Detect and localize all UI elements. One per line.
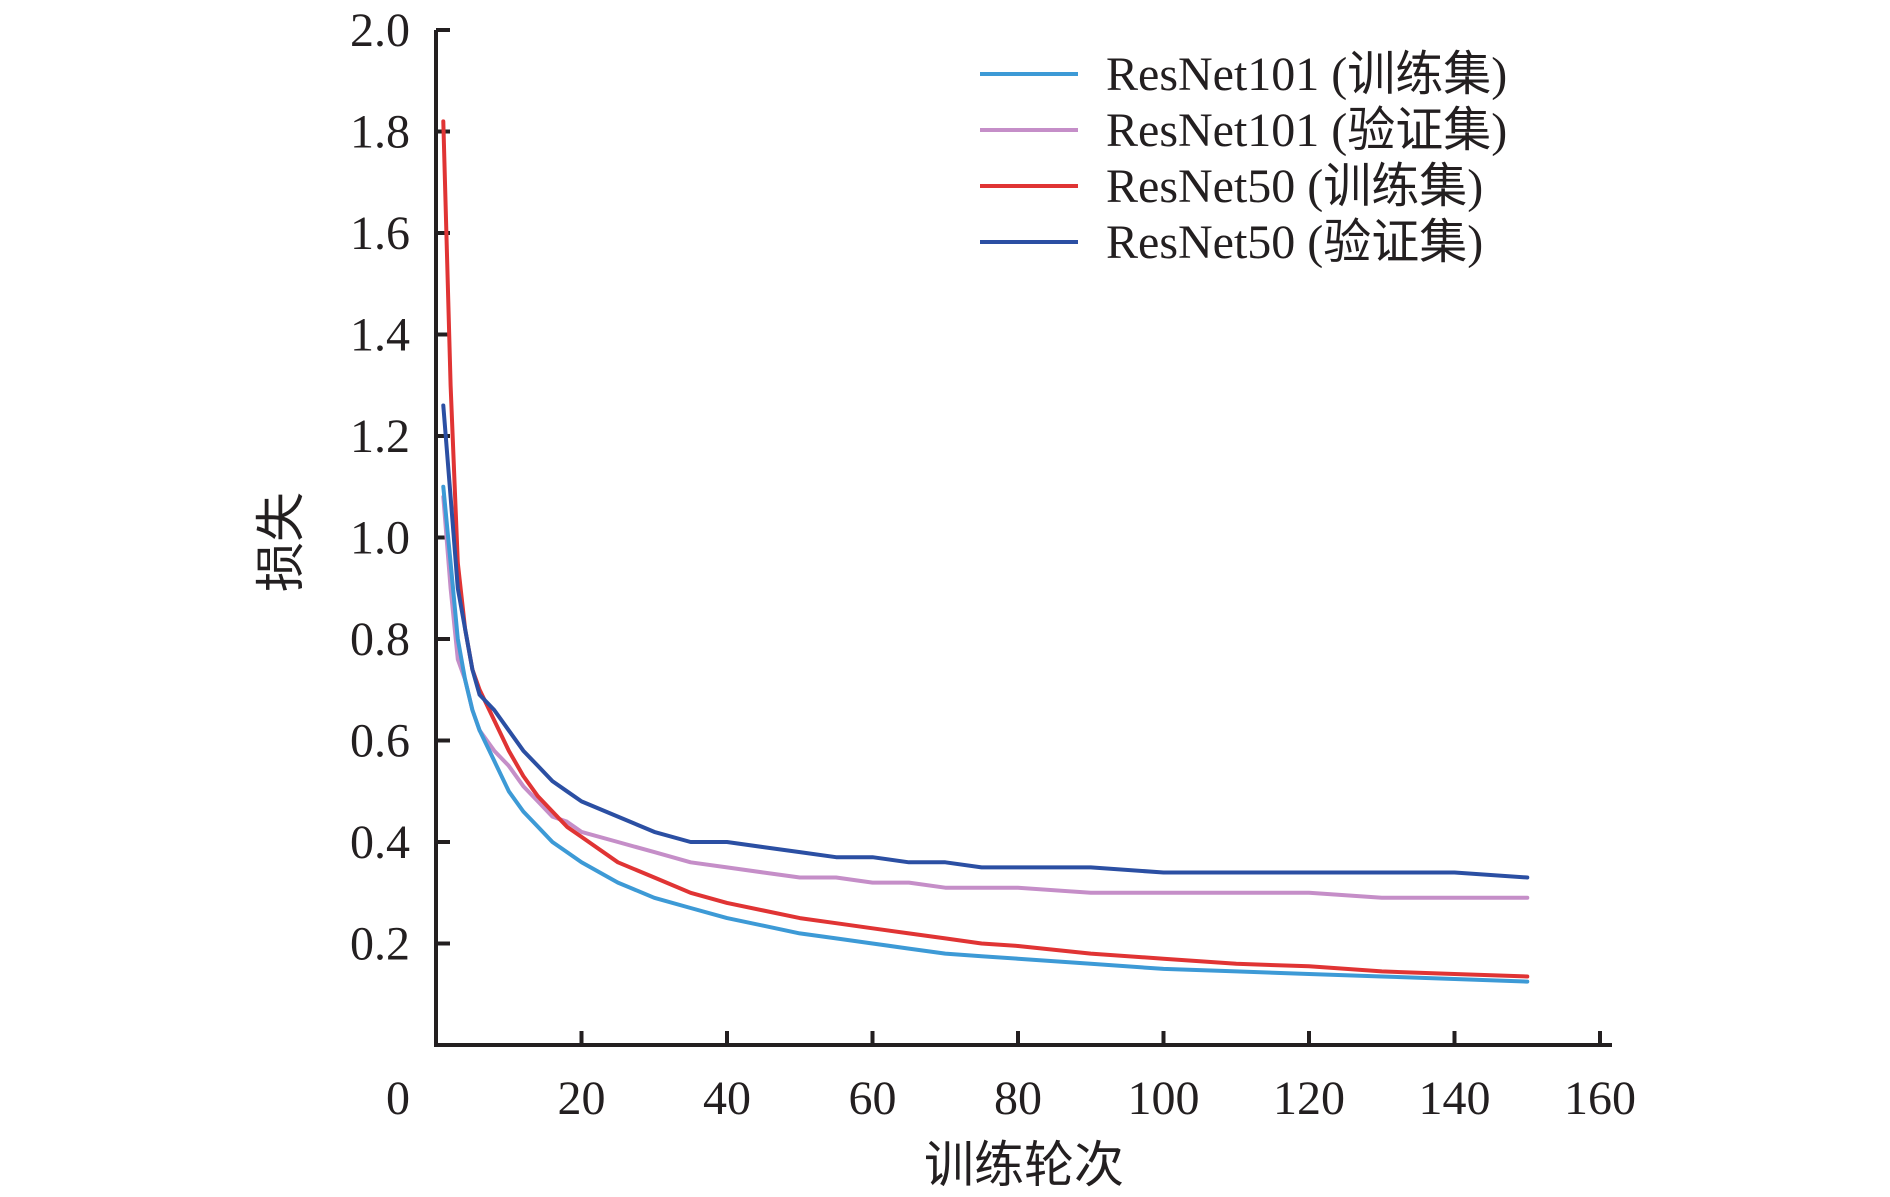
- x-tick-label: 40: [703, 1072, 751, 1125]
- x-axis-title: 训练轮次: [924, 1137, 1124, 1193]
- y-tick-label: 1.6: [350, 207, 410, 260]
- x-tick-label: 60: [849, 1072, 897, 1125]
- x-tick-label: 160: [1564, 1072, 1636, 1125]
- legend: ResNet101 (训练集)ResNet101 (验证集)ResNet50 (…: [980, 48, 1507, 269]
- series-lines: [441, 119, 1530, 984]
- y-axis-title: 损失: [253, 492, 309, 592]
- y-tick-label: 0.4: [350, 816, 410, 869]
- legend-label-3: ResNet50 (验证集): [1106, 216, 1483, 269]
- y-tick-label: 1.0: [350, 512, 410, 565]
- x-tick-label: 140: [1419, 1072, 1491, 1125]
- legend-label-1: ResNet101 (验证集): [1106, 104, 1507, 157]
- x-tick-label: 20: [558, 1072, 606, 1125]
- x-tick-label: 100: [1128, 1072, 1200, 1125]
- y-tick-label: 1.4: [350, 309, 410, 362]
- y-tick-label: 1.8: [350, 106, 410, 159]
- y-tick-label: 0.2: [350, 918, 410, 971]
- x-tick-label: 0: [386, 1072, 410, 1125]
- series-line-3: [441, 403, 1530, 880]
- y-tick-label: 0.8: [350, 613, 410, 666]
- y-ticks: 0.2 0.4 0.6 0.8 1.0 1.2 1.4 1.6 1.8 2.0: [350, 4, 450, 971]
- y-tick-label: 0.6: [350, 715, 410, 768]
- x-tick-label: 120: [1273, 1072, 1345, 1125]
- x-ticks: 0 20 40 60 80 100 120 140 160: [386, 1031, 1636, 1125]
- x-tick-label: 80: [994, 1072, 1042, 1125]
- series-line-1: [441, 494, 1530, 900]
- y-tick-label: 2.0: [350, 4, 410, 57]
- y-tick-label: 1.2: [350, 410, 410, 463]
- series-line-0: [441, 484, 1530, 984]
- legend-label-0: ResNet101 (训练集): [1106, 48, 1507, 101]
- legend-label-2: ResNet50 (训练集): [1106, 160, 1483, 213]
